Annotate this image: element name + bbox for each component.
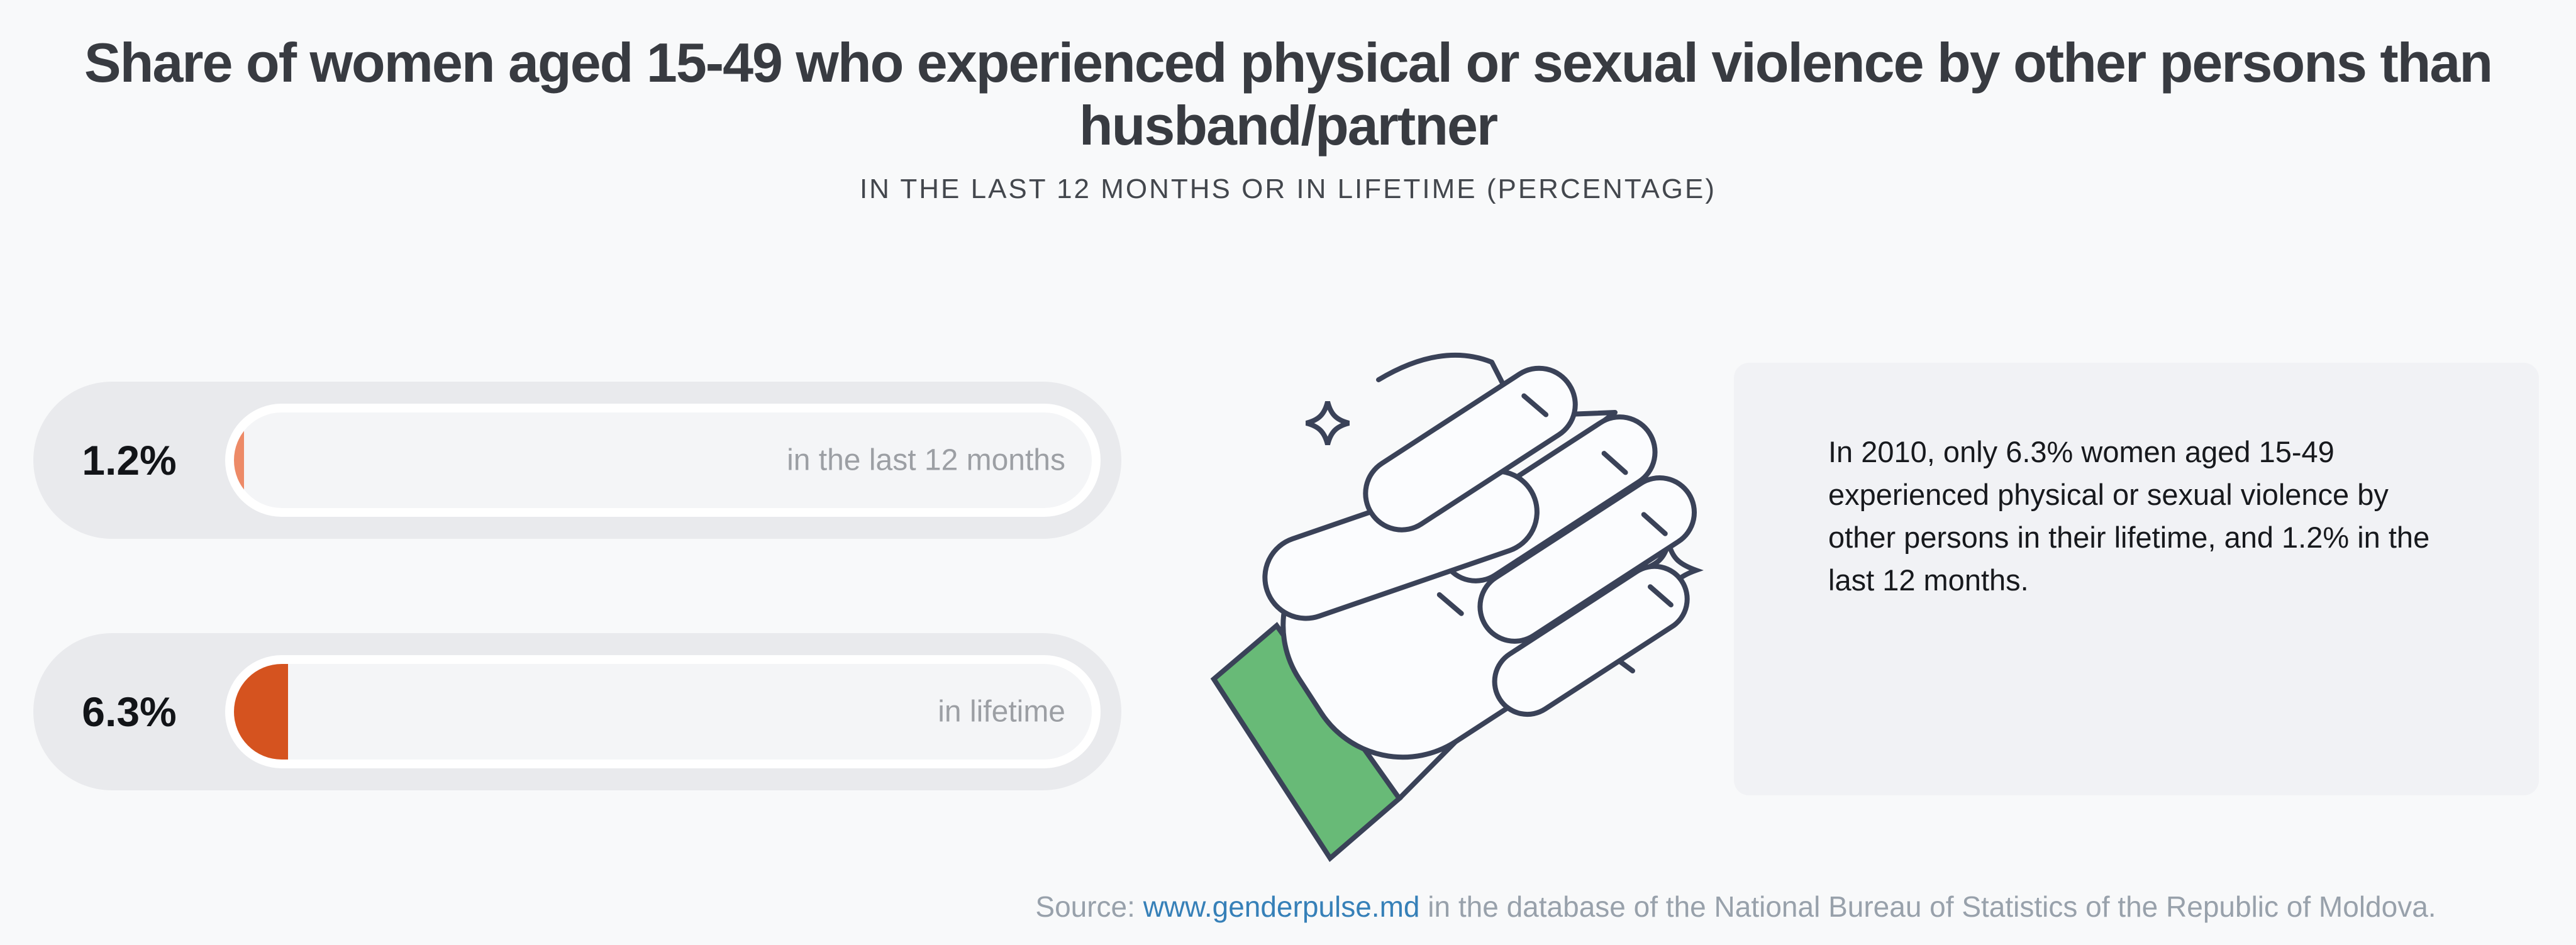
source-prefix: Source: [1035, 890, 1143, 923]
bar-fill-last-12-months [234, 412, 245, 508]
source-link[interactable]: www.genderpulse.md [1143, 890, 1420, 923]
bar-row-last-12-months: 1.2% in the last 12 months [33, 382, 1121, 539]
bar-caption: in lifetime [938, 695, 1065, 729]
bar-track: in lifetime [225, 655, 1101, 768]
source-suffix: in the database of the National Bureau o… [1419, 890, 2436, 923]
bar-row-lifetime: 6.3% in lifetime [33, 633, 1121, 790]
source-line: Source: www.genderpulse.md in the databa… [912, 890, 2560, 924]
bar-fill-lifetime [234, 664, 288, 760]
sleeve [1210, 622, 1403, 863]
page-subtitle: IN THE LAST 12 MONTHS OR IN LIFETIME (PE… [859, 174, 1717, 204]
annotation-card: In 2010, only 6.3% women aged 15-49 expe… [1734, 363, 2539, 795]
annotation-text: In 2010, only 6.3% women aged 15-49 expe… [1828, 435, 2430, 597]
bar-caption: in the last 12 months [787, 443, 1065, 477]
bar-value-label: 6.3% [82, 688, 177, 735]
bar-value-label: 1.2% [82, 437, 177, 484]
sparkle-icon [1305, 401, 1350, 446]
bar-track: in the last 12 months [225, 404, 1101, 517]
page-title: Share of women aged 15-49 who experience… [84, 31, 2493, 157]
fist-punch-illustration [1210, 352, 1704, 863]
